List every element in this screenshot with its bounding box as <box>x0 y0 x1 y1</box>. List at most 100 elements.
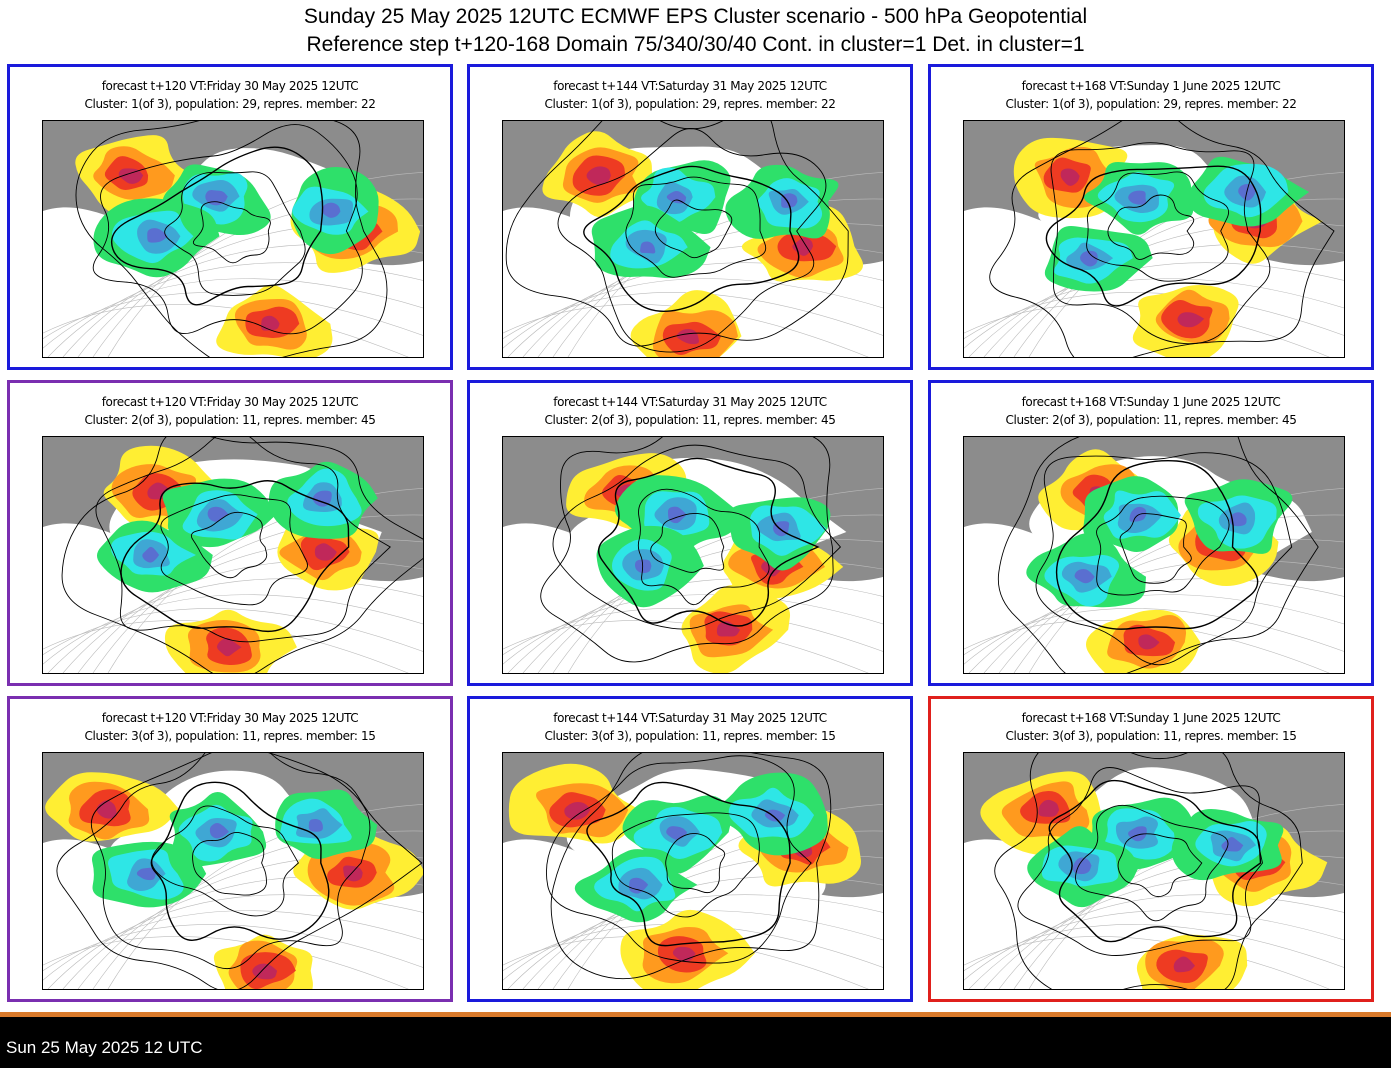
panel-cluster-line: Cluster: 1(of 3), population: 29, repres… <box>544 97 836 111</box>
graticule-line <box>503 620 869 673</box>
geopotential-contour <box>151 805 299 917</box>
geopotential-contour <box>120 480 350 633</box>
negative-anomaly-max <box>136 867 156 881</box>
geopotential-contour <box>1055 460 1259 630</box>
negative-anomaly-max <box>147 228 168 243</box>
geopotential-contour <box>90 753 371 970</box>
geopotential-contour <box>994 753 1303 989</box>
graticule-line <box>503 304 869 357</box>
graticule-line <box>47 262 423 357</box>
geopotential-map <box>963 436 1345 674</box>
geopotential-contour <box>192 831 267 896</box>
positive-anomaly-max <box>716 621 741 637</box>
negative-anomaly-max <box>308 819 323 832</box>
geopotential-contour <box>586 781 791 947</box>
panel-forecast-line: forecast t+168 VT:Sunday 1 June 2025 12U… <box>1021 711 1281 725</box>
graticule-line <box>503 608 883 656</box>
panel-cluster1-t120: forecast t+120 VT:Friday 30 May 2025 12U… <box>7 64 453 370</box>
panel-forecast-line: forecast t+168 VT:Sunday 1 June 2025 12U… <box>1021 395 1281 409</box>
graticule-line <box>964 910 1344 981</box>
graticule-line <box>998 854 1344 989</box>
positive-anomaly-max <box>252 963 278 980</box>
geopotential-contour <box>1119 513 1192 584</box>
graticule-line <box>43 620 409 673</box>
panel-forecast-line: forecast t+144 VT:Saturday 31 May 2025 1… <box>553 79 827 93</box>
graticule-line <box>503 910 883 981</box>
graticule-line <box>43 292 423 340</box>
panel-forecast-line: forecast t+120 VT:Friday 30 May 2025 12U… <box>101 79 359 93</box>
positive-anomaly-max <box>314 543 337 561</box>
geopotential-contour <box>625 176 767 278</box>
geopotential-contour <box>95 437 391 643</box>
panel-cluster-line: Cluster: 3(of 3), population: 11, repres… <box>544 729 836 743</box>
graticule-line <box>964 924 1344 972</box>
graticule-line <box>43 936 409 989</box>
geopotential-map <box>42 752 424 990</box>
geopotential-contour <box>611 812 760 918</box>
positive-anomaly-max <box>118 168 144 184</box>
geopotential-contour <box>61 437 423 673</box>
geopotential-contour <box>111 146 324 306</box>
map-canvas <box>43 753 423 989</box>
graticule-line <box>567 804 883 989</box>
panel-forecast-line: forecast t+120 VT:Friday 30 May 2025 12U… <box>101 711 359 725</box>
graticule-line <box>968 262 1344 357</box>
map-canvas <box>503 437 883 673</box>
positive-anomaly-max <box>1173 956 1195 973</box>
graticule-line <box>503 594 883 665</box>
map-canvas <box>503 753 883 989</box>
footer-bar: Sun 25 May 2025 12 UTC <box>0 1012 1391 1068</box>
graticule-line <box>43 278 423 349</box>
cluster-panel-grid: forecast t+120 VT:Friday 30 May 2025 12U… <box>7 64 1374 1002</box>
geopotential-contour <box>597 457 820 627</box>
graticule-line <box>77 538 423 673</box>
panel-cluster-line: Cluster: 3(of 3), population: 11, repres… <box>1005 729 1297 743</box>
panel-forecast-line: forecast t+144 VT:Saturday 31 May 2025 1… <box>553 395 827 409</box>
panel-forecast-line: forecast t+120 VT:Friday 30 May 2025 12U… <box>101 395 359 409</box>
graticule-line <box>964 608 1344 656</box>
map-canvas <box>964 437 1344 673</box>
positive-anomaly-max <box>586 166 611 185</box>
positive-anomaly-max <box>1060 168 1080 186</box>
graticule-line <box>47 578 423 673</box>
geopotential-map <box>963 120 1345 358</box>
graticule-line <box>107 488 423 673</box>
map-canvas <box>43 437 423 673</box>
panel-cluster-line: Cluster: 1(of 3), population: 29, repres… <box>84 97 376 111</box>
graticule-line <box>43 910 423 981</box>
graticule-line <box>552 830 883 989</box>
geopotential-contour <box>550 753 832 980</box>
map-canvas <box>503 121 883 357</box>
geopotential-map <box>502 436 884 674</box>
negative-anomaly-max <box>321 202 341 218</box>
graticule-line <box>43 608 423 656</box>
panel-cluster-line: Cluster: 3(of 3), population: 11, repres… <box>84 729 376 743</box>
geopotential-contour <box>190 511 268 579</box>
panel-cluster1-t144: forecast t+144 VT:Saturday 31 May 2025 1… <box>467 64 913 370</box>
negative-anomaly-max <box>1080 250 1098 267</box>
geopotential-contour <box>160 494 308 606</box>
geopotential-contour <box>1107 194 1195 260</box>
negative-anomaly-max <box>142 546 160 563</box>
negative-anomaly-max <box>1128 826 1147 842</box>
geopotential-contour <box>164 171 306 296</box>
geopotential-contour <box>75 121 388 357</box>
geopotential-contour <box>1086 171 1230 282</box>
negative-anomaly-max <box>1128 190 1147 205</box>
negative-anomaly-max <box>1074 569 1095 584</box>
geopotential-map <box>42 120 424 358</box>
graticule-line <box>43 594 423 665</box>
graticule-line <box>47 894 423 989</box>
positive-anomaly-max <box>676 329 700 345</box>
geopotential-map <box>502 120 884 358</box>
map-canvas <box>964 121 1344 357</box>
map-canvas <box>964 753 1344 989</box>
footer-accent-rule <box>0 1012 1391 1017</box>
geopotential-contour <box>546 755 812 964</box>
geopotential-contour <box>665 833 726 894</box>
positive-anomaly-max <box>1138 634 1160 650</box>
geopotential-contour <box>150 781 330 941</box>
negative-anomaly-max <box>666 190 687 204</box>
graticule-line <box>503 278 883 349</box>
geopotential-contour <box>1096 495 1230 596</box>
